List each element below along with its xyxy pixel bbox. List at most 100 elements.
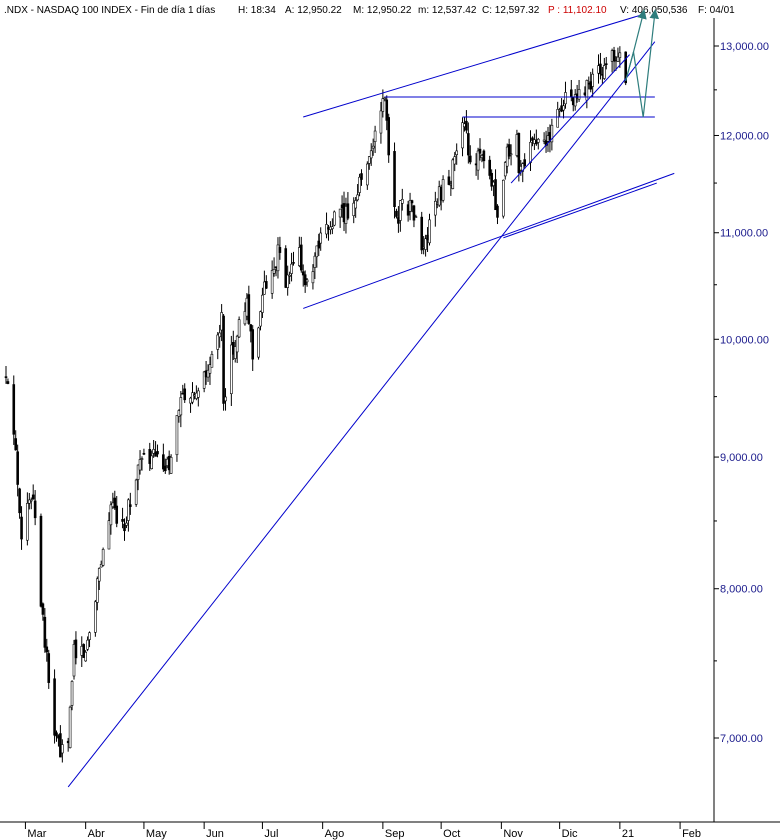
candle-body — [624, 51, 627, 84]
candle — [455, 143, 458, 165]
candle — [387, 113, 390, 163]
candle — [276, 237, 280, 279]
candle-body — [31, 494, 35, 500]
header-low: m: 12,537.42 — [418, 5, 477, 16]
date-axis: Mar Abr May Jun Jul Ago Sep Oct Nov Dic 21 Feb — [0, 821, 780, 840]
projection-arrow — [625, 9, 660, 118]
candle — [16, 444, 19, 497]
candle — [20, 506, 23, 550]
candle — [4, 365, 8, 384]
candle — [311, 264, 315, 290]
candle — [191, 382, 194, 405]
candle — [43, 608, 47, 653]
candle-body — [301, 271, 305, 276]
candle-body — [507, 144, 511, 157]
candle — [379, 101, 383, 144]
candle — [577, 79, 581, 102]
candle-body — [494, 179, 497, 211]
candle — [259, 310, 262, 331]
candle-body — [288, 275, 291, 277]
candle — [142, 448, 146, 456]
candle-body — [517, 133, 521, 174]
candle-body — [202, 371, 206, 389]
candle — [136, 464, 140, 491]
candle-body — [570, 89, 573, 97]
candle-body — [371, 145, 375, 149]
candle — [399, 200, 402, 232]
candle-body — [123, 523, 126, 532]
candle-body — [373, 130, 377, 142]
candle-body — [564, 92, 567, 105]
trendlines — [67, 13, 675, 788]
candle — [478, 138, 482, 161]
candle — [286, 265, 289, 296]
candle-body — [99, 564, 103, 568]
candle-body — [346, 203, 350, 219]
header-a: A: 12,950.22 — [285, 5, 342, 16]
candle — [251, 325, 255, 371]
candle — [570, 79, 573, 102]
candle — [385, 95, 389, 131]
candle-body — [550, 124, 554, 143]
candle — [237, 316, 241, 338]
candle — [270, 260, 274, 299]
candle — [41, 602, 45, 621]
candle-body — [502, 179, 505, 217]
date-tick-label: Sep — [385, 828, 405, 840]
date-tick-label: 21 — [622, 828, 634, 840]
candle-body — [169, 457, 173, 474]
date-tick-label: Mar — [27, 828, 46, 840]
candle-body — [163, 465, 167, 472]
candle-body — [428, 219, 431, 244]
candle-body — [61, 744, 64, 754]
candle-body — [162, 454, 165, 470]
candle — [125, 516, 128, 529]
candle — [612, 46, 616, 72]
candle — [556, 101, 560, 128]
candle-body — [233, 346, 237, 359]
candle-body — [208, 364, 212, 374]
price-tick-label: 7,000.00 — [720, 733, 763, 745]
candle — [94, 599, 97, 637]
candle — [331, 218, 334, 235]
candle — [39, 513, 43, 608]
candle-body — [109, 504, 113, 526]
date-tick-label: Jun — [206, 828, 224, 840]
candle — [72, 639, 76, 680]
candle-body — [290, 263, 293, 274]
candle — [354, 197, 357, 218]
candle-body — [235, 335, 239, 353]
date-tick-label: Abr — [88, 828, 105, 840]
candle — [97, 567, 101, 591]
candle — [333, 210, 336, 227]
candle — [247, 285, 251, 325]
candle — [140, 456, 144, 471]
candle — [82, 643, 86, 658]
candle — [113, 490, 117, 510]
candle — [509, 144, 513, 166]
candle — [381, 89, 385, 118]
candle-body — [249, 324, 253, 332]
candle — [249, 324, 253, 343]
candle-body — [331, 226, 334, 230]
candle — [420, 211, 424, 255]
candle — [233, 339, 237, 363]
candle-body — [94, 601, 97, 633]
candle-body — [451, 159, 455, 189]
candle-body — [47, 653, 51, 683]
candle — [197, 387, 200, 407]
candle — [134, 478, 138, 507]
candle — [138, 450, 142, 475]
candle — [261, 287, 264, 319]
candle-body — [366, 163, 369, 186]
candle — [434, 191, 437, 227]
candle-body — [86, 639, 89, 650]
candle-body — [6, 381, 10, 384]
candle-body — [68, 706, 72, 749]
candle — [127, 498, 130, 532]
candle — [408, 192, 412, 221]
candle — [585, 79, 589, 109]
candle-body — [115, 505, 119, 524]
candle — [84, 650, 87, 662]
header-m: M: 12,950.22 — [353, 5, 412, 16]
